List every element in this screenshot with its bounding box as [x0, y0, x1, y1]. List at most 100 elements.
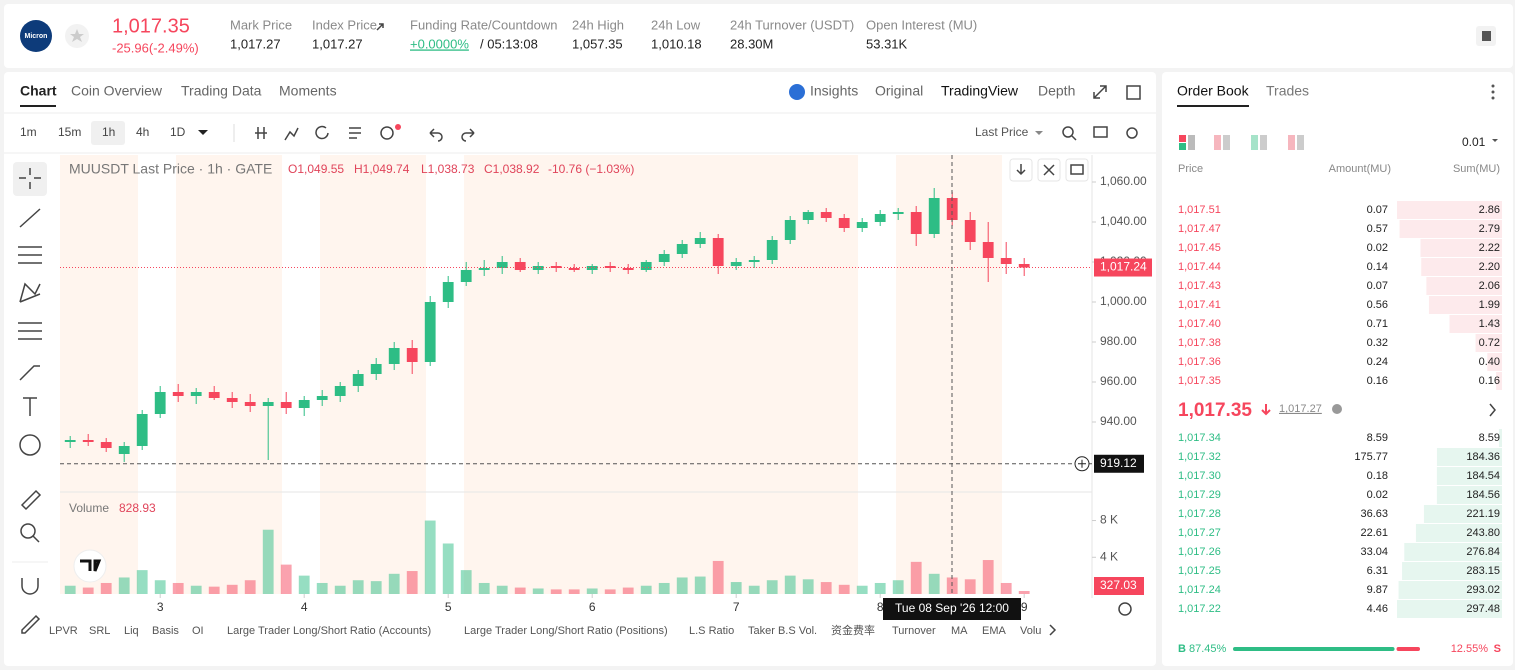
ob-price[interactable]: 1,017.34 — [1178, 432, 1221, 444]
ob-price[interactable]: 1,017.28 — [1178, 508, 1221, 520]
interval[interactable]: 1m — [20, 125, 37, 139]
ob-amount: 6.31 — [1367, 565, 1388, 577]
ob-price[interactable]: 1,017.29 — [1178, 489, 1221, 501]
col-header: Amount(MU) — [1329, 163, 1391, 175]
ob-price[interactable]: 1,017.22 — [1178, 603, 1221, 615]
chart-tab[interactable]: Coin Overview — [71, 83, 163, 99]
settings-icon[interactable] — [1118, 602, 1132, 616]
ob-price[interactable]: 1,017.45 — [1178, 242, 1221, 254]
ob-price[interactable]: 1,017.51 — [1178, 204, 1221, 216]
ob-tab[interactable]: Trades — [1266, 83, 1309, 99]
indicator[interactable]: L.S Ratio — [689, 625, 734, 637]
volume-bar — [442, 543, 454, 594]
ob-price[interactable]: 1,017.26 — [1178, 546, 1221, 558]
ob-price[interactable]: 1,017.24 — [1178, 584, 1221, 596]
candle-body — [640, 262, 652, 270]
view-tab[interactable]: Original — [875, 83, 923, 99]
more-arrow[interactable] — [1489, 403, 1496, 417]
ob-tab[interactable]: Order Book — [1177, 83, 1250, 99]
ob-sum: 0.40 — [1479, 356, 1500, 368]
interval[interactable]: 15m — [58, 125, 81, 139]
indicator[interactable]: Taker B.S Vol. — [748, 625, 817, 637]
indicator[interactable]: EMA — [982, 625, 1007, 637]
candle-body — [244, 402, 256, 406]
ob-amount: 22.61 — [1360, 527, 1388, 539]
sell-ratio: 12.55% — [1451, 643, 1489, 655]
stat-value: 53.31K — [866, 36, 908, 51]
indicator[interactable]: LPVR — [49, 625, 78, 637]
ob-price[interactable]: 1,017.27 — [1178, 527, 1221, 539]
ob-price[interactable]: 1,017.44 — [1178, 261, 1221, 273]
more-icon[interactable] — [1491, 90, 1495, 94]
volume-bar — [424, 520, 436, 594]
candle-body — [532, 266, 544, 270]
candle-body — [460, 270, 472, 282]
ob-price[interactable]: 1,017.35 — [1178, 375, 1221, 387]
view-tab[interactable]: Depth — [1038, 83, 1075, 99]
chart-tab[interactable]: Moments — [279, 83, 337, 99]
dropdown-icon[interactable] — [1492, 139, 1498, 142]
depth-bar — [1496, 372, 1502, 390]
scroll-arrow[interactable] — [1049, 624, 1057, 636]
ob-price[interactable]: 1,017.36 — [1178, 356, 1221, 368]
shield-icon — [1332, 404, 1342, 414]
chart-tools[interactable] — [255, 125, 1138, 142]
ob-price[interactable]: 1,017.47 — [1178, 223, 1221, 235]
volume-bar — [856, 585, 868, 594]
interval[interactable]: 1h — [102, 125, 115, 139]
ob-amount: 0.32 — [1367, 337, 1388, 349]
indicator[interactable]: MA — [951, 625, 968, 637]
interval[interactable]: 4h — [136, 125, 149, 139]
indicator[interactable]: 资金费率 — [831, 623, 875, 637]
more-icon — [1491, 84, 1495, 88]
ohlc-legend: C1,038.92 — [484, 162, 540, 176]
ob-sum: 283.15 — [1466, 565, 1500, 577]
precision[interactable]: 0.01 — [1462, 135, 1486, 149]
window-icon[interactable] — [1126, 85, 1141, 100]
dropdown-icon[interactable] — [1035, 131, 1043, 135]
fullscreen-icon[interactable] — [1093, 85, 1107, 99]
volume-bar — [802, 579, 814, 594]
price-type[interactable]: Last Price — [975, 125, 1029, 139]
indicator[interactable]: Basis — [152, 625, 179, 637]
ob-sum: 1.43 — [1479, 318, 1500, 330]
session-band — [176, 155, 282, 594]
ohlc-legend: O1,049.55 — [288, 162, 344, 176]
indicator[interactable]: Liq — [124, 625, 139, 637]
volume-bar — [586, 588, 598, 594]
ob-sum: 0.72 — [1479, 337, 1500, 349]
candle-body — [406, 348, 418, 362]
view-tab[interactable]: TradingView — [941, 83, 1019, 99]
depth-modes[interactable] — [1179, 135, 1304, 150]
depth-bar — [1415, 524, 1502, 542]
candle-body — [550, 266, 562, 268]
ob-price[interactable]: 1,017.30 — [1178, 470, 1221, 482]
ob-price[interactable]: 1,017.40 — [1178, 318, 1221, 330]
ob-price[interactable]: 1,017.43 — [1178, 280, 1221, 292]
ob-price[interactable]: 1,017.32 — [1178, 451, 1221, 463]
volume-bar — [118, 577, 130, 594]
ob-sum: 293.02 — [1466, 584, 1500, 596]
crosshair-time: Tue 08 Sep '26 12:00 — [895, 601, 1009, 615]
indicator[interactable]: Large Trader Long/Short Ratio (Accounts) — [227, 625, 431, 637]
drawing-toolbar[interactable] — [18, 168, 42, 634]
depth-bar — [1426, 277, 1502, 295]
dropdown-icon[interactable] — [198, 130, 208, 135]
y-tick-label: 940.00 — [1100, 414, 1137, 428]
ob-price[interactable]: 1,017.38 — [1178, 337, 1221, 349]
view-tab[interactable]: Insights — [810, 83, 858, 99]
chart-tab[interactable]: Trading Data — [181, 83, 262, 99]
ob-price[interactable]: 1,017.41 — [1178, 299, 1221, 311]
indicator[interactable]: SRL — [89, 625, 110, 637]
indicator[interactable]: Volu — [1020, 625, 1041, 637]
ob-price[interactable]: 1,017.25 — [1178, 565, 1221, 577]
chart-tab[interactable]: Chart — [20, 83, 57, 99]
indicator[interactable]: OI — [192, 625, 204, 637]
y-tick-label: 1,060.00 — [1100, 174, 1147, 188]
chart-controls[interactable] — [1009, 158, 1089, 182]
indicator[interactable]: Turnover — [892, 625, 936, 637]
interval[interactable]: 1D — [170, 125, 186, 139]
ob-amount: 0.07 — [1367, 280, 1388, 292]
crosshair-plus — [1078, 459, 1086, 468]
indicator[interactable]: Large Trader Long/Short Ratio (Positions… — [464, 625, 668, 637]
